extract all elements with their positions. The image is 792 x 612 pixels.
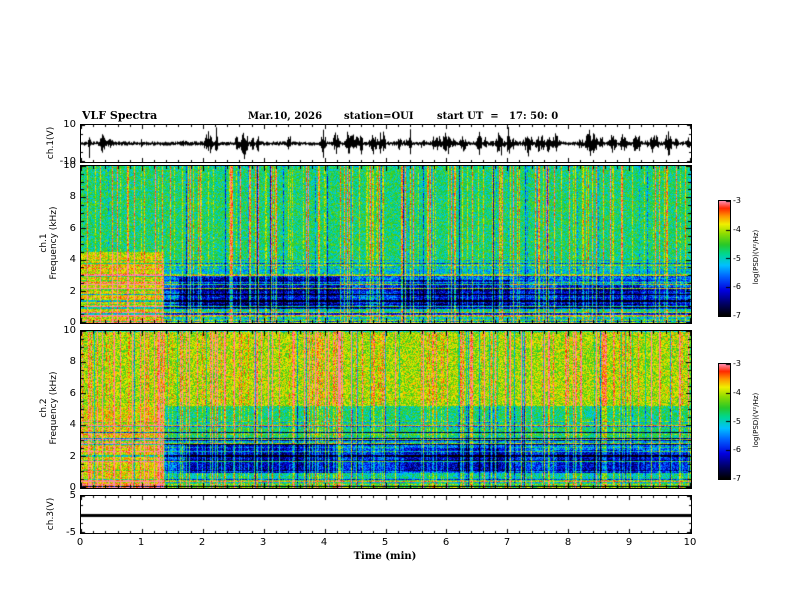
ch2-colorbar-label: log(PSD)(V²/Hz) xyxy=(752,392,760,448)
tick-label: 10 xyxy=(63,119,76,130)
tick-label: -4 xyxy=(733,387,741,397)
tick-label: -7 xyxy=(733,311,741,320)
tick-label: 2 xyxy=(69,450,76,462)
ch1-spectrogram xyxy=(80,165,692,324)
ch1-colorbar-label: log(PSD)(V²/Hz) xyxy=(752,229,760,285)
ch2-spectrogram xyxy=(80,330,692,489)
tick-label: -5 xyxy=(66,527,76,538)
ch1-waveform-plot xyxy=(80,124,692,163)
tick-label: 6 xyxy=(442,537,450,548)
tick-label: -10 xyxy=(59,156,76,167)
ch2-colorbar xyxy=(718,363,731,480)
tick-label: -3 xyxy=(733,196,741,205)
tick-label: -3 xyxy=(733,359,741,368)
ch1-colorbar xyxy=(718,200,731,317)
tick-label: 8 xyxy=(69,356,76,368)
tick-label: 10 xyxy=(683,537,697,548)
tick-label: 1 xyxy=(137,537,145,548)
header-station: station=OUI xyxy=(344,111,414,122)
ch3-waveform-plot xyxy=(80,495,692,534)
ch1-frequency-axis-label: ch.1 Frequency (kHz) xyxy=(39,206,59,280)
figure-title: VLF Spectra xyxy=(82,109,158,122)
tick-label: 8 xyxy=(564,537,572,548)
ch2-frequency-axis-label: ch.2 Frequency (kHz) xyxy=(39,371,59,445)
tick-label: 5 xyxy=(69,490,76,501)
tick-label: 10 xyxy=(63,160,76,171)
tick-label: 5 xyxy=(381,537,389,548)
ch1-voltage-axis-label: ch.1(V) xyxy=(46,126,56,160)
tick-label: -6 xyxy=(733,445,741,455)
header-start-ut: start UT = 17: 50: 0 xyxy=(437,111,559,122)
tick-label: 2 xyxy=(69,285,76,297)
header-date: Mar.10, 2026 xyxy=(248,111,323,122)
tick-label: 4 xyxy=(320,537,328,548)
tick-label: -7 xyxy=(733,474,741,483)
tick-label: 8 xyxy=(69,191,76,203)
tick-label: -5 xyxy=(733,253,741,263)
tick-label: 3 xyxy=(259,537,267,548)
tick-label: 2 xyxy=(198,537,206,548)
tick-label: 7 xyxy=(503,537,511,548)
tick-label: 0 xyxy=(76,537,84,548)
ch3-voltage-axis-label: ch.3(V) xyxy=(46,497,56,531)
time-axis-label: Time (min) xyxy=(353,551,417,562)
tick-label: -4 xyxy=(733,224,741,234)
tick-label: 9 xyxy=(625,537,633,548)
tick-label: -6 xyxy=(733,282,741,292)
tick-label: 0 xyxy=(69,482,76,493)
tick-label: 0 xyxy=(69,317,76,328)
tick-label: -5 xyxy=(733,416,741,426)
tick-label: 10 xyxy=(63,325,76,336)
